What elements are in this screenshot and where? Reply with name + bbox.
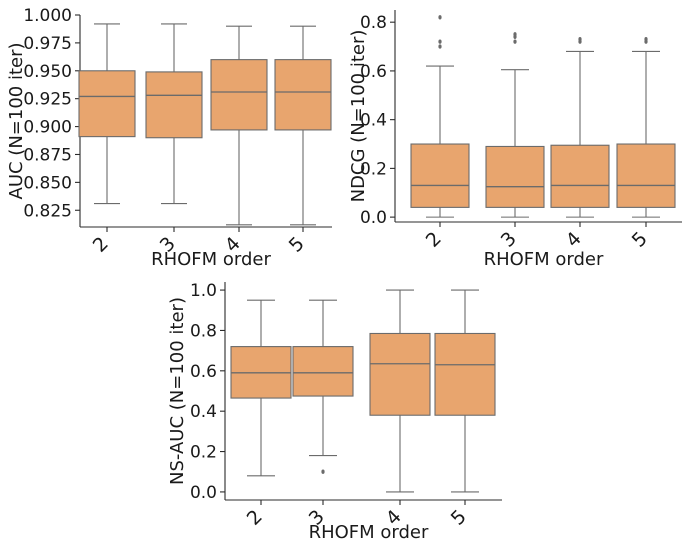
y-tick-label: 0.4 [190, 402, 217, 422]
outlier-point [438, 15, 442, 20]
iqr-box [292, 346, 354, 397]
y-tick-label: 0.900 [23, 118, 72, 138]
y-tick-label: 0.4 [360, 111, 387, 131]
box-5: 5 [616, 37, 676, 252]
y-tick-label: 0.2 [190, 443, 217, 463]
y-tick-label: 0.950 [23, 62, 72, 82]
y-tick-label: 0.2 [360, 159, 387, 179]
outlier-point [513, 39, 517, 44]
outlier-point [438, 39, 442, 44]
x-axis-label: RHOFM order [151, 249, 271, 270]
x-axis-label: RHOFM order [484, 249, 604, 270]
y-axis-label: AUC (N=100 iter) [6, 43, 27, 200]
box-4: 4 [210, 25, 268, 257]
outlier-point [644, 37, 648, 42]
iqr-box [616, 143, 676, 208]
box-2: 2 [410, 15, 470, 252]
x-tick-label: 5 [285, 233, 309, 257]
y-tick-label: 0.975 [23, 34, 72, 54]
iqr-box [369, 332, 431, 416]
y-tick-label: 0.0 [360, 208, 387, 228]
x-tick-label: 2 [89, 233, 113, 257]
y-tick-label: 0.825 [23, 201, 72, 221]
y-tick-label: 1.0 [190, 281, 217, 301]
y-tick-label: 0.8 [190, 321, 217, 341]
chart-panel-3: 0.0 0.2 0.4 0.6 0.8 1.0 2 3 4 5 RHOFM order NS-AUC … [167, 281, 502, 543]
y-tick-label: 0.6 [190, 362, 217, 382]
y-tick-label: 0.850 [23, 173, 72, 193]
y-axis-label: NDCG (N=100 iter) [348, 30, 369, 203]
outlier-point [513, 32, 517, 37]
y-tick-label: 0.925 [23, 90, 72, 110]
outlier-point [438, 44, 442, 49]
x-axis-label: RHOFM order [309, 522, 429, 543]
iqr-box [550, 144, 610, 208]
y-tick-label: 0.875 [23, 145, 72, 165]
iqr-box [434, 332, 496, 416]
outlier-point [578, 37, 582, 42]
x-tick-label: 2 [422, 228, 446, 252]
x-tick-label: 5 [447, 506, 471, 530]
iqr-box [145, 71, 203, 139]
iqr-box [210, 59, 268, 131]
box-2: 2 [78, 23, 136, 257]
x-tick-label: 2 [243, 506, 267, 530]
box-2: 2 [230, 299, 292, 530]
box-4: 4 [369, 289, 431, 530]
box-3: 3 [145, 23, 203, 257]
x-tick-label: 5 [628, 228, 652, 252]
iqr-box [274, 59, 332, 131]
iqr-box [78, 70, 136, 138]
box-5: 5 [434, 289, 496, 530]
box-3: 3 [292, 299, 354, 530]
y-tick-label: 1.000 [23, 6, 72, 26]
box-3: 3 [485, 32, 545, 252]
chart-panel-1: 0.825 0.850 0.875 0.900 0.925 0.950 0.975 1.000… [6, 6, 332, 270]
y-axis-label: NS-AUC (N=100 iter) [167, 297, 188, 485]
y-tick-label: 0.0 [190, 483, 217, 503]
box-5: 5 [274, 25, 332, 257]
box-4: 4 [550, 37, 610, 252]
outlier-point [321, 469, 325, 474]
chart-panel-2: 0.0 0.2 0.4 0.6 0.8 2 3 4 5 RHOFM order NDCG (N=10… [348, 10, 682, 270]
iqr-box [485, 145, 545, 208]
y-tick-label: 0.8 [360, 13, 387, 33]
y-tick-label: 0.6 [360, 62, 387, 82]
iqr-box [410, 143, 470, 208]
